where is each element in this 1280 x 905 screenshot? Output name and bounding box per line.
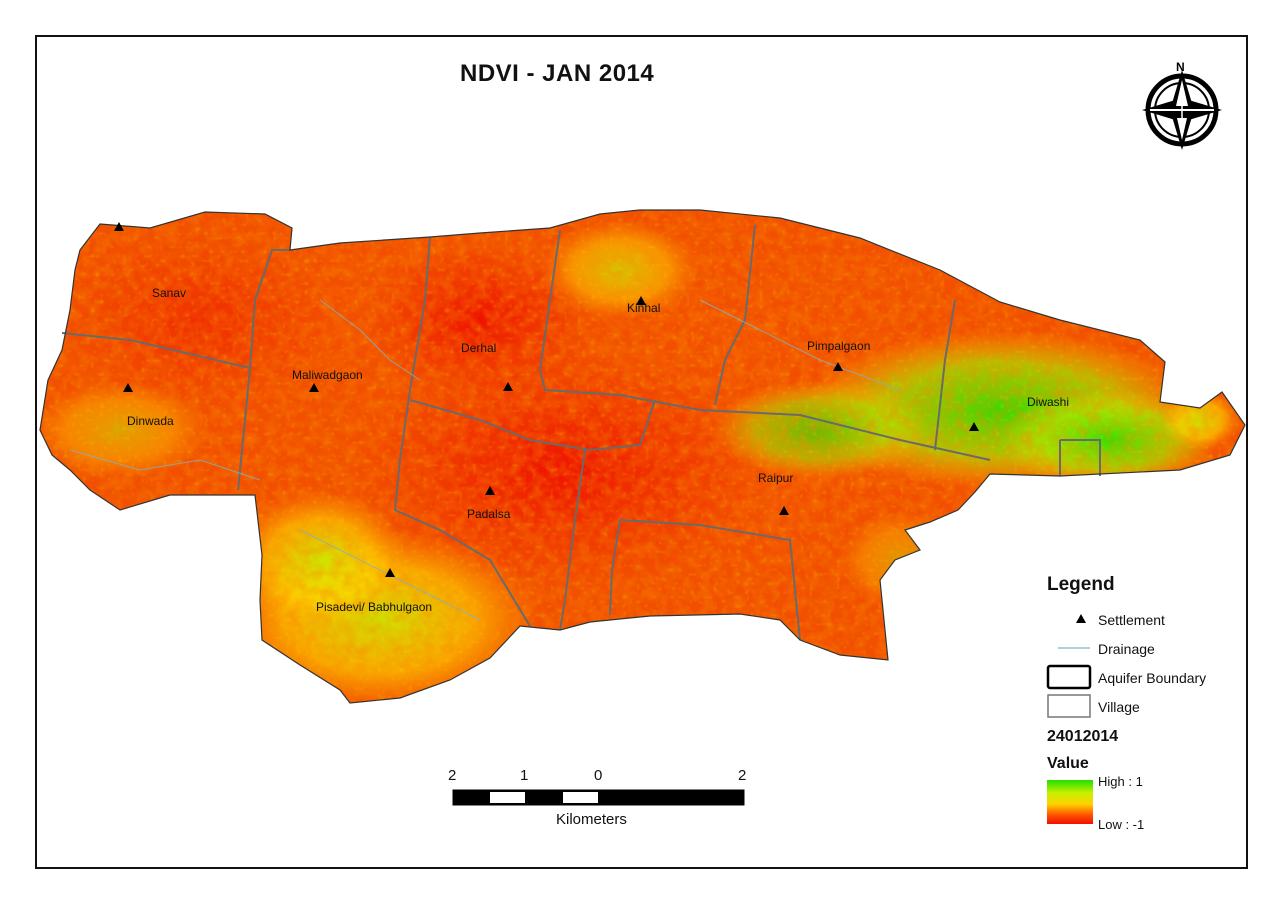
legend-item-aquifer-boundary: Aquifer Boundary xyxy=(1047,666,1247,690)
scale-tick-label: 1 xyxy=(520,767,529,784)
legend-label: Drainage xyxy=(1098,641,1155,657)
settlement-marker xyxy=(385,568,395,577)
scale-unit-label: Kilometers xyxy=(556,811,627,828)
scale-tick-label: 2 xyxy=(738,767,747,784)
ndvi-color-ramp xyxy=(1047,780,1093,824)
legend-item-village: Village xyxy=(1047,695,1247,719)
village-label: Derhal xyxy=(461,341,497,355)
village-label: Kinhal xyxy=(627,301,661,315)
settlement-marker xyxy=(309,383,319,392)
map-frame xyxy=(35,35,1248,869)
legend-aquifer-icon xyxy=(1046,664,1092,690)
village-label: Raipur xyxy=(758,471,794,485)
settlement-marker xyxy=(833,362,843,371)
legend-label: Village xyxy=(1098,699,1140,715)
legend-symbols xyxy=(1046,614,1092,718)
legend-value-label: Value xyxy=(1047,755,1089,772)
legend-item-settlement: Settlement xyxy=(1047,608,1247,632)
settlement-marker xyxy=(779,506,789,515)
settlement-marker xyxy=(114,222,124,231)
village-label: Padalsa xyxy=(467,507,511,521)
scale-bar xyxy=(452,789,745,806)
village-label: Maliwadgaon xyxy=(292,368,363,382)
village-boundaries xyxy=(61,224,1101,641)
map-title: NDVI - JAN 2014 xyxy=(460,60,655,87)
village-label: Sanav xyxy=(152,286,187,300)
legend-title: Legend xyxy=(1047,574,1115,595)
settlement-marker xyxy=(485,486,495,495)
village-label: Dinwada xyxy=(127,414,174,428)
settlement-marker xyxy=(123,383,133,392)
village-label: Pimpalgaon xyxy=(807,339,871,353)
legend-label: Settlement xyxy=(1098,612,1165,628)
legend-settlement-icon xyxy=(1076,614,1086,623)
village-label: Pisadevi/ Babhulgaon xyxy=(316,600,433,614)
legend-item-drainage: Drainage xyxy=(1047,637,1247,661)
scale-tick-label: 2 xyxy=(448,767,457,784)
village-label: Diwashi xyxy=(1027,395,1070,409)
settlement-marker xyxy=(969,422,979,431)
settlement-marker xyxy=(503,382,513,391)
legend-label: Aquifer Boundary xyxy=(1098,670,1207,686)
settlement-marker xyxy=(636,296,646,305)
legend-raster-name: 24012014 xyxy=(1047,728,1119,745)
legend-village-icon xyxy=(1047,694,1091,718)
scale-tick-label: 0 xyxy=(594,767,603,784)
north-letter: N xyxy=(1176,60,1185,74)
ramp-low-label: Low : -1 xyxy=(1098,817,1145,832)
north-arrow-icon: N xyxy=(1142,60,1222,150)
ramp-high-label: High : 1 xyxy=(1098,774,1143,789)
aquifer-boundary xyxy=(39,209,1246,704)
settlement-markers xyxy=(114,222,979,577)
